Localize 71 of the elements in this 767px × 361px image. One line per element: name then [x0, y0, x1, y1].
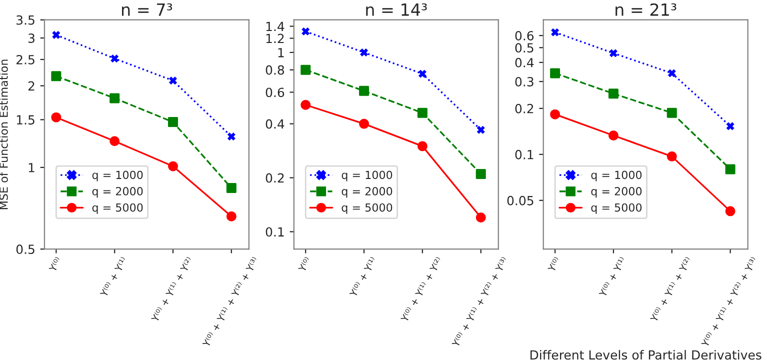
legend-label: q = 1000 [92, 170, 143, 182]
point [300, 64, 311, 75]
x-tick-label: Y⁽⁰⁾ + Y⁽¹⁾ + Y⁽²⁾ [650, 256, 692, 323]
point [417, 108, 428, 118]
y-tick-label: 3 [28, 33, 34, 43]
point [168, 161, 178, 172]
point [666, 108, 677, 118]
chart-title: n = 21³ [616, 3, 676, 16]
point [300, 100, 311, 110]
y-tick-label: 1 [278, 48, 284, 58]
point [110, 93, 120, 104]
point [725, 206, 736, 216]
x-tick-label: Y⁽⁰⁾ + Y⁽¹⁾ [100, 256, 128, 298]
legend-label: q = 5000 [591, 203, 642, 214]
y-tick-label: 0.05 [507, 196, 534, 206]
y-tick-label: 2.5 [16, 54, 34, 64]
y-tick-label: 0.3 [515, 76, 534, 86]
x-tick-label: Y⁽⁰⁾ [48, 256, 62, 272]
point [666, 151, 677, 162]
x-tick-label: Y⁽⁰⁾ + Y⁽¹⁾ + Y⁽²⁾ + Y⁽³⁾ [202, 256, 259, 348]
y-tick-label: 0.4 [515, 58, 534, 68]
y-tick-label: 2 [28, 81, 34, 91]
y-tick-label: 0.4 [266, 119, 284, 129]
y-tick-label: 1.2 [266, 34, 284, 44]
legend-label: q = 1000 [342, 170, 392, 182]
y-tick-label: 0.8 [266, 65, 284, 75]
point [110, 136, 120, 146]
y-tick-label: 0.6 [266, 88, 284, 98]
y-tick-label: 0.1 [266, 227, 284, 237]
point [476, 212, 486, 223]
y-tick-label: 0.1 [515, 150, 534, 160]
y-tick-label: 1 [28, 163, 34, 172]
y-tick-label: 1.4 [266, 22, 284, 32]
point [417, 141, 428, 152]
legend-label: q = 1000 [591, 170, 642, 182]
point [608, 130, 618, 140]
chart-title: n = 7³ [122, 3, 172, 16]
y-tick-label: 0.5 [515, 43, 534, 53]
point [168, 117, 178, 128]
y-tick-label: 0.6 [515, 31, 534, 40]
point [226, 182, 236, 193]
x-axis-title: Different Levels of Partial Derivatives [530, 350, 762, 360]
y-tick-label: 1.5 [16, 115, 34, 125]
point [359, 86, 370, 96]
x-tick-label: Y⁽⁰⁾ + Y⁽¹⁾ + Y⁽²⁾ + Y⁽³⁾ [700, 256, 758, 348]
x-tick-label: Y⁽⁰⁾ + Y⁽¹⁾ + Y⁽²⁾ + Y⁽³⁾ [451, 256, 508, 348]
point [550, 109, 560, 120]
legend-label: q = 5000 [92, 203, 143, 214]
y-tick-label: 0.2 [515, 104, 534, 114]
x-tick-label: Y⁽⁰⁾ + Y⁽¹⁾ [349, 256, 377, 298]
point [550, 68, 560, 78]
point [51, 71, 62, 82]
x-tick-label: Y⁽⁰⁾ [547, 256, 561, 272]
y-tick-label: 0.2 [266, 173, 284, 183]
legend-label: q = 2000 [92, 187, 143, 198]
point [51, 112, 62, 122]
point [725, 164, 736, 174]
point [359, 118, 370, 129]
legend-label: q = 5000 [342, 203, 392, 214]
y-tick-label: 0.5 [16, 244, 34, 254]
legend-label: q = 2000 [342, 187, 392, 198]
x-tick-label: Y⁽⁰⁾ [298, 256, 312, 272]
y-tick-label: 3.5 [16, 15, 34, 25]
point [226, 211, 236, 222]
point [476, 168, 486, 179]
chart-title: n = 14³ [366, 3, 427, 16]
x-tick-label: Y⁽⁰⁾ + Y⁽¹⁾ + Y⁽²⁾ [150, 256, 194, 323]
point [608, 88, 618, 99]
x-tick-label: Y⁽⁰⁾ + Y⁽¹⁾ [598, 256, 626, 298]
legend-label: q = 2000 [591, 187, 642, 198]
x-tick-label: Y⁽⁰⁾ + Y⁽¹⁾ + Y⁽²⁾ [400, 256, 443, 323]
